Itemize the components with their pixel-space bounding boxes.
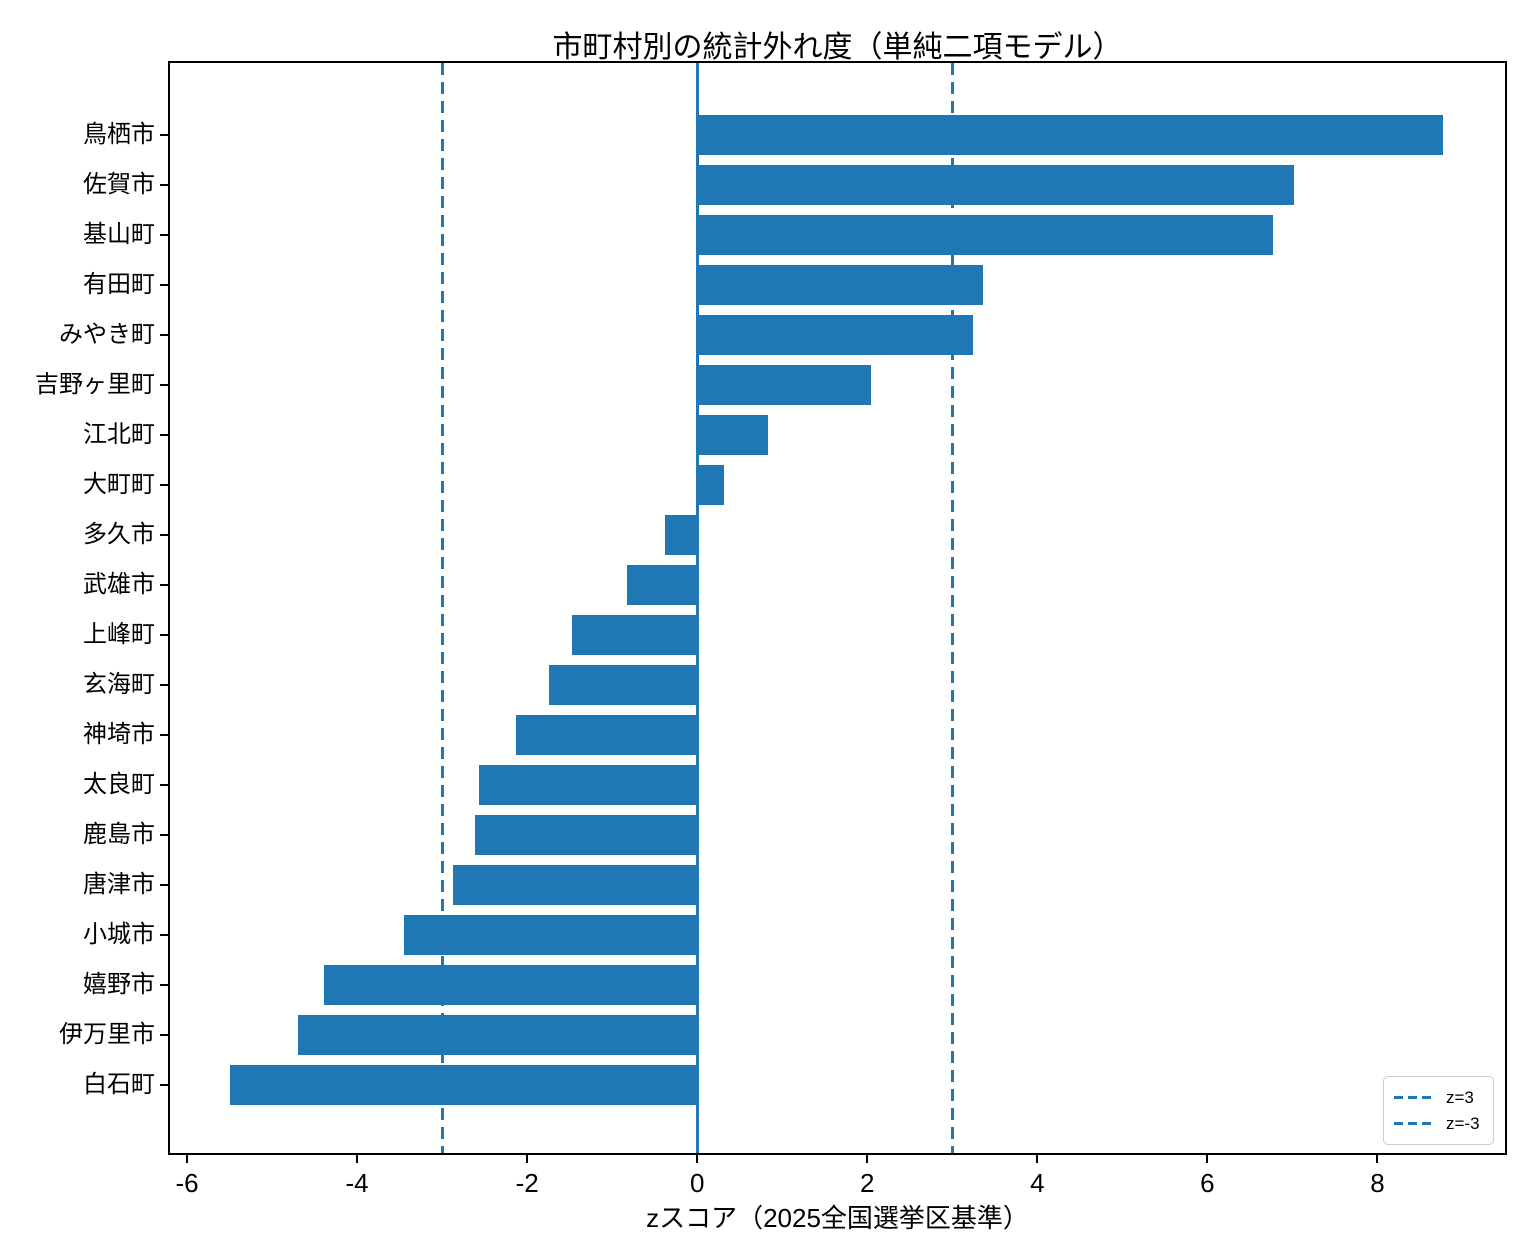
ytick-label-鳥栖市: 鳥栖市 bbox=[83, 121, 155, 148]
ytick-label-大町町: 大町町 bbox=[83, 471, 155, 498]
ytick-mark bbox=[160, 284, 168, 286]
bar-基山町 bbox=[697, 215, 1273, 255]
ytick-mark bbox=[160, 584, 168, 586]
ytick-label-佐賀市: 佐賀市 bbox=[83, 171, 155, 198]
xtick-mark bbox=[1376, 1155, 1379, 1163]
ytick-label-神埼市: 神埼市 bbox=[83, 721, 155, 748]
ytick-mark bbox=[160, 384, 168, 386]
ytick-label-多久市: 多久市 bbox=[83, 521, 155, 548]
ytick-mark bbox=[160, 834, 168, 836]
plot-area: 鳥栖市佐賀市基山町有田町みやき町吉野ヶ里町江北町大町町多久市武雄市上峰町玄海町神… bbox=[35, 61, 1507, 1198]
xtick-label-6: 6 bbox=[1200, 1168, 1215, 1198]
ytick-mark bbox=[160, 334, 168, 336]
ytick-label-みやき町: みやき町 bbox=[59, 321, 155, 348]
xtick-mark bbox=[1206, 1155, 1209, 1163]
xtick-label-2: 2 bbox=[860, 1168, 875, 1198]
bar-江北町 bbox=[697, 415, 768, 455]
ytick-label-小城市: 小城市 bbox=[83, 921, 155, 948]
bar-みやき町 bbox=[697, 315, 973, 355]
xtick-label--4: -4 bbox=[345, 1168, 369, 1198]
ytick-mark bbox=[160, 234, 168, 236]
bar-吉野ヶ里町 bbox=[697, 365, 871, 405]
xtick-mark bbox=[526, 1155, 529, 1163]
xtick-mark bbox=[356, 1155, 359, 1163]
zero-line bbox=[695, 63, 699, 1153]
chart-title: 市町村別の統計外れ度（単純二項モデル） bbox=[552, 31, 1123, 64]
xtick-mark bbox=[1036, 1155, 1039, 1163]
ytick-mark bbox=[160, 934, 168, 936]
legend-label-z3: z=3 bbox=[1446, 1088, 1474, 1107]
bar-武雄市 bbox=[627, 565, 698, 605]
ytick-label-上峰町: 上峰町 bbox=[83, 621, 155, 648]
ytick-mark bbox=[160, 784, 168, 786]
bar-太良町 bbox=[478, 765, 698, 805]
ytick-mark bbox=[160, 484, 168, 486]
x-axis-label: zスコア（2025全国選挙区基準） bbox=[646, 1203, 1029, 1233]
bar-鹿島市 bbox=[475, 815, 698, 855]
legend-entry-z3: z=3 bbox=[1394, 1089, 1483, 1106]
ytick-label-江北町: 江北町 bbox=[83, 421, 155, 448]
bar-唐津市 bbox=[453, 865, 698, 905]
ytick-mark bbox=[160, 134, 168, 136]
xtick-label--2: -2 bbox=[515, 1168, 539, 1198]
ytick-label-伊万里市: 伊万里市 bbox=[59, 1021, 155, 1048]
ytick-label-白石町: 白石町 bbox=[83, 1071, 155, 1098]
ytick-mark bbox=[160, 534, 168, 536]
ytick-label-嬉野市: 嬉野市 bbox=[83, 971, 155, 998]
ytick-label-唐津市: 唐津市 bbox=[83, 871, 155, 898]
ytick-mark bbox=[160, 634, 168, 636]
bar-上峰町 bbox=[572, 615, 698, 655]
ytick-mark bbox=[160, 434, 168, 436]
ytick-label-鹿島市: 鹿島市 bbox=[83, 821, 155, 848]
xtick-label-8: 8 bbox=[1370, 1168, 1385, 1198]
ytick-mark bbox=[160, 684, 168, 686]
xtick-mark bbox=[186, 1155, 188, 1163]
reference-line-z=-3 bbox=[440, 63, 444, 1153]
ytick-mark bbox=[160, 1084, 168, 1086]
reference-line-z=3 bbox=[950, 63, 954, 1153]
ytick-label-吉野ヶ里町: 吉野ヶ里町 bbox=[35, 371, 155, 398]
ytick-label-武雄市: 武雄市 bbox=[83, 571, 155, 598]
xtick-label-4: 4 bbox=[1030, 1168, 1045, 1198]
bar-白石町 bbox=[230, 1065, 698, 1105]
bar-佐賀市 bbox=[697, 165, 1295, 205]
bar-伊万里市 bbox=[297, 1015, 698, 1055]
xtick-label--6: -6 bbox=[175, 1168, 199, 1198]
xtick-label-0: 0 bbox=[689, 1168, 705, 1198]
ytick-mark bbox=[160, 984, 168, 986]
legend-label-z-minus-3: z=-3 bbox=[1446, 1114, 1480, 1133]
ytick-mark bbox=[160, 884, 168, 886]
xtick-mark bbox=[866, 1155, 869, 1163]
bar-大町町 bbox=[697, 465, 724, 505]
dashed-line-icon bbox=[1394, 1122, 1436, 1125]
ytick-label-太良町: 太良町 bbox=[83, 771, 155, 798]
bar-神埼市 bbox=[516, 715, 698, 755]
ytick-mark bbox=[160, 1034, 168, 1036]
ytick-mark bbox=[160, 734, 168, 736]
ytick-label-有田町: 有田町 bbox=[83, 271, 155, 298]
legend-entry-z-minus-3: z=-3 bbox=[1394, 1115, 1483, 1132]
bar-玄海町 bbox=[549, 665, 698, 705]
legend: z=3 z=-3 bbox=[1383, 1076, 1494, 1145]
bar-嬉野市 bbox=[323, 965, 698, 1005]
ytick-label-基山町: 基山町 bbox=[83, 221, 155, 248]
ytick-label-玄海町: 玄海町 bbox=[83, 671, 155, 698]
bar-多久市 bbox=[664, 515, 698, 555]
xtick-mark bbox=[696, 1155, 699, 1163]
bar-小城市 bbox=[403, 915, 698, 955]
bar-有田町 bbox=[697, 265, 983, 305]
dashed-line-icon bbox=[1394, 1096, 1436, 1099]
ytick-mark bbox=[160, 184, 168, 186]
bar-鳥栖市 bbox=[697, 115, 1443, 155]
